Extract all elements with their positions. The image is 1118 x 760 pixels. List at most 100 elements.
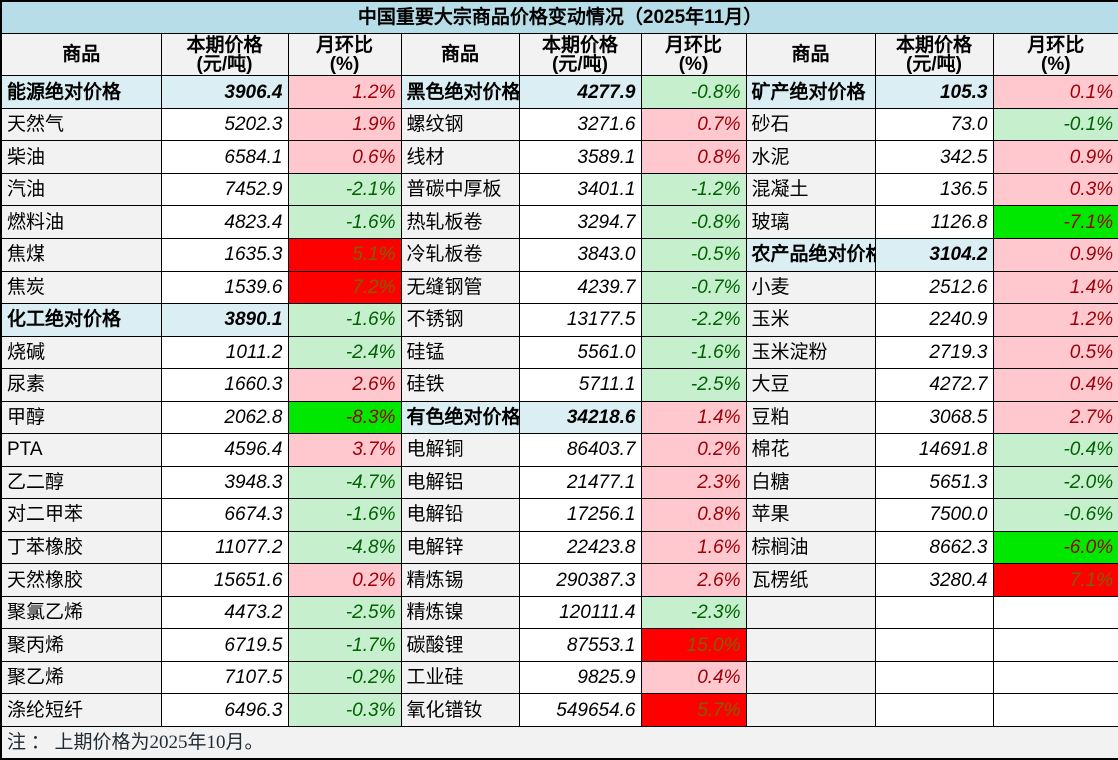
commodity-name-cell: 聚氯乙烯 <box>0 595 162 630</box>
commodity-name-cell: 烧碱 <box>0 335 162 370</box>
mom-change-cell: 5.1% <box>287 237 402 272</box>
mom-change-cell: -0.5% <box>640 237 747 272</box>
mom-change-cell: -0.1% <box>992 107 1118 142</box>
mom-change-cell <box>992 660 1118 695</box>
mom-change-cell: 1.4% <box>640 400 747 435</box>
table-row: 柴油 6584.1 0.6% 线材 3589.1 0.8% 水泥 342.5 0.9% <box>0 140 1118 174</box>
mom-change-cell: -2.0% <box>992 465 1118 500</box>
mom-change-cell: 0.1% <box>992 75 1118 109</box>
commodity-name-cell: 焦炭 <box>0 270 162 305</box>
price-cell: 4277.9 <box>518 75 642 109</box>
commodity-name-cell: 电解铅 <box>400 498 520 532</box>
table-row: 燃料油 4823.4 -1.6% 热轧板卷 3294.7 -0.8% 玻璃 1126.8 -7.… <box>0 205 1118 239</box>
mom-change-cell: -7.1% <box>992 205 1118 239</box>
header-mom-2: 月环比 (%) <box>640 33 747 77</box>
mom-change-cell <box>992 628 1118 662</box>
table-row: 化工绝对价格 3890.1 -1.6% 不锈钢 13177.5 -2.2% 玉米 2240.9… <box>0 303 1118 337</box>
price-cell: 290387.3 <box>518 563 642 597</box>
commodity-name-cell: 电解铜 <box>400 433 520 467</box>
footnote: 注 ： 上期价格为2025年10月。 <box>0 725 1118 760</box>
mom-change-cell: -0.8% <box>640 205 747 239</box>
price-cell: 1660.3 <box>160 368 289 402</box>
commodity-name-cell: 普碳中厚板 <box>400 172 520 207</box>
price-cell: 2719.3 <box>874 335 994 370</box>
commodity-name-cell: 不锈钢 <box>400 303 520 337</box>
mom-change-cell: -2.3% <box>640 595 747 630</box>
table-row: 烧碱 1011.2 -2.4% 硅锰 5561.0 -1.6% 玉米淀粉 2719.3 0.5% <box>0 335 1118 370</box>
commodity-name-cell: 氧化镨钕 <box>400 693 520 727</box>
commodity-name-cell: 甲醇 <box>0 400 162 435</box>
commodity-name-cell: 豆粕 <box>745 400 876 435</box>
mom-change-cell: 0.7% <box>640 107 747 142</box>
table-row: 焦炭 1539.6 7.2% 无缝钢管 4239.7 -0.7% 小麦 2512.6 1.4% <box>0 270 1118 305</box>
commodity-name-cell: 白糖 <box>745 465 876 500</box>
category-name-cell: 黑色绝对价格 <box>400 75 520 109</box>
mom-change-cell <box>992 595 1118 630</box>
mom-change-cell: 15.0% <box>640 628 747 662</box>
mom-change-cell: -1.6% <box>287 303 402 337</box>
mom-change-cell: 0.3% <box>992 172 1118 207</box>
table-row: 涤纶短纤 6496.3 -0.3% 氧化镨钕 549654.6 5.7% <box>0 693 1118 727</box>
category-name-cell: 化工绝对价格 <box>0 303 162 337</box>
commodity-name-cell: 天然橡胶 <box>0 563 162 597</box>
mom-change-cell: 1.6% <box>640 530 747 565</box>
mom-change-cell: -1.6% <box>287 498 402 532</box>
price-cell: 15651.6 <box>160 563 289 597</box>
price-cell <box>874 595 994 630</box>
price-cell: 1011.2 <box>160 335 289 370</box>
price-cell <box>874 660 994 695</box>
price-cell: 2240.9 <box>874 303 994 337</box>
category-name-cell: 能源绝对价格 <box>0 75 162 109</box>
commodity-name-cell: 电解锌 <box>400 530 520 565</box>
commodity-name-cell: 螺纹钢 <box>400 107 520 142</box>
mom-change-cell: 0.9% <box>992 140 1118 174</box>
commodity-name-cell: 燃料油 <box>0 205 162 239</box>
header-price-line1-2: 本期价格 <box>541 34 618 56</box>
price-cell: 3948.3 <box>160 465 289 500</box>
price-cell: 1635.3 <box>160 237 289 272</box>
price-cell: 7452.9 <box>160 172 289 207</box>
commodity-name-cell: 水泥 <box>745 140 876 174</box>
commodity-name-cell <box>745 595 876 630</box>
header-commodity-2: 商品 <box>400 33 520 77</box>
header-mom-3: 月环比 (%) <box>992 33 1118 77</box>
commodity-name-cell: 工业硅 <box>400 660 520 695</box>
price-cell: 3890.1 <box>160 303 289 337</box>
commodity-name-cell: 碳酸锂 <box>400 628 520 662</box>
commodity-name-cell: 硅铁 <box>400 368 520 402</box>
price-cell: 1539.6 <box>160 270 289 305</box>
mom-change-cell: -2.2% <box>640 303 747 337</box>
commodity-name-cell: 无缝钢管 <box>400 270 520 305</box>
table-row: 尿素 1660.3 2.6% 硅铁 5711.1 -2.5% 大豆 4272.7 0.4% <box>0 368 1118 402</box>
table-row: 甲醇 2062.8 -8.3% 有色绝对价格 34218.6 1.4% 豆粕 3068.5 2.… <box>0 400 1118 435</box>
header-mom-line2-1: (%) <box>329 53 360 75</box>
mom-change-cell: 0.5% <box>992 335 1118 370</box>
mom-change-cell: 2.3% <box>640 465 747 500</box>
mom-change-cell: 0.9% <box>992 237 1118 272</box>
commodity-name-cell: 玉米 <box>745 303 876 337</box>
mom-change-cell: 1.2% <box>992 303 1118 337</box>
price-cell: 6719.5 <box>160 628 289 662</box>
commodity-name-cell: 玉米淀粉 <box>745 335 876 370</box>
commodity-name-cell: 混凝土 <box>745 172 876 207</box>
price-cell: 3906.4 <box>160 75 289 109</box>
commodity-name-cell: PTA <box>0 433 162 467</box>
mom-change-cell: -1.7% <box>287 628 402 662</box>
commodity-name-cell: 焦煤 <box>0 237 162 272</box>
table-row: 汽油 7452.9 -2.1% 普碳中厚板 3401.1 -1.2% 混凝土 136.5 0.3… <box>0 172 1118 207</box>
mom-change-cell: -2.5% <box>640 368 747 402</box>
header-price-line2-2: (元/吨) <box>552 53 608 75</box>
commodity-name-cell: 聚丙烯 <box>0 628 162 662</box>
mom-change-cell: 1.2% <box>287 75 402 109</box>
mom-change-cell: -0.4% <box>992 433 1118 467</box>
price-cell: 11077.2 <box>160 530 289 565</box>
mom-change-cell: -2.5% <box>287 595 402 630</box>
price-cell: 6584.1 <box>160 140 289 174</box>
commodity-name-cell: 苹果 <box>745 498 876 532</box>
title-row: 中国重要大宗商品价格变动情况（2025年11月） <box>0 0 1118 35</box>
price-cell: 5561.0 <box>518 335 642 370</box>
table-row: 天然气 5202.3 1.9% 螺纹钢 3271.6 0.7% 砂石 73.0 -0.1% <box>0 107 1118 142</box>
price-cell: 2062.8 <box>160 400 289 435</box>
commodity-name-cell <box>745 660 876 695</box>
